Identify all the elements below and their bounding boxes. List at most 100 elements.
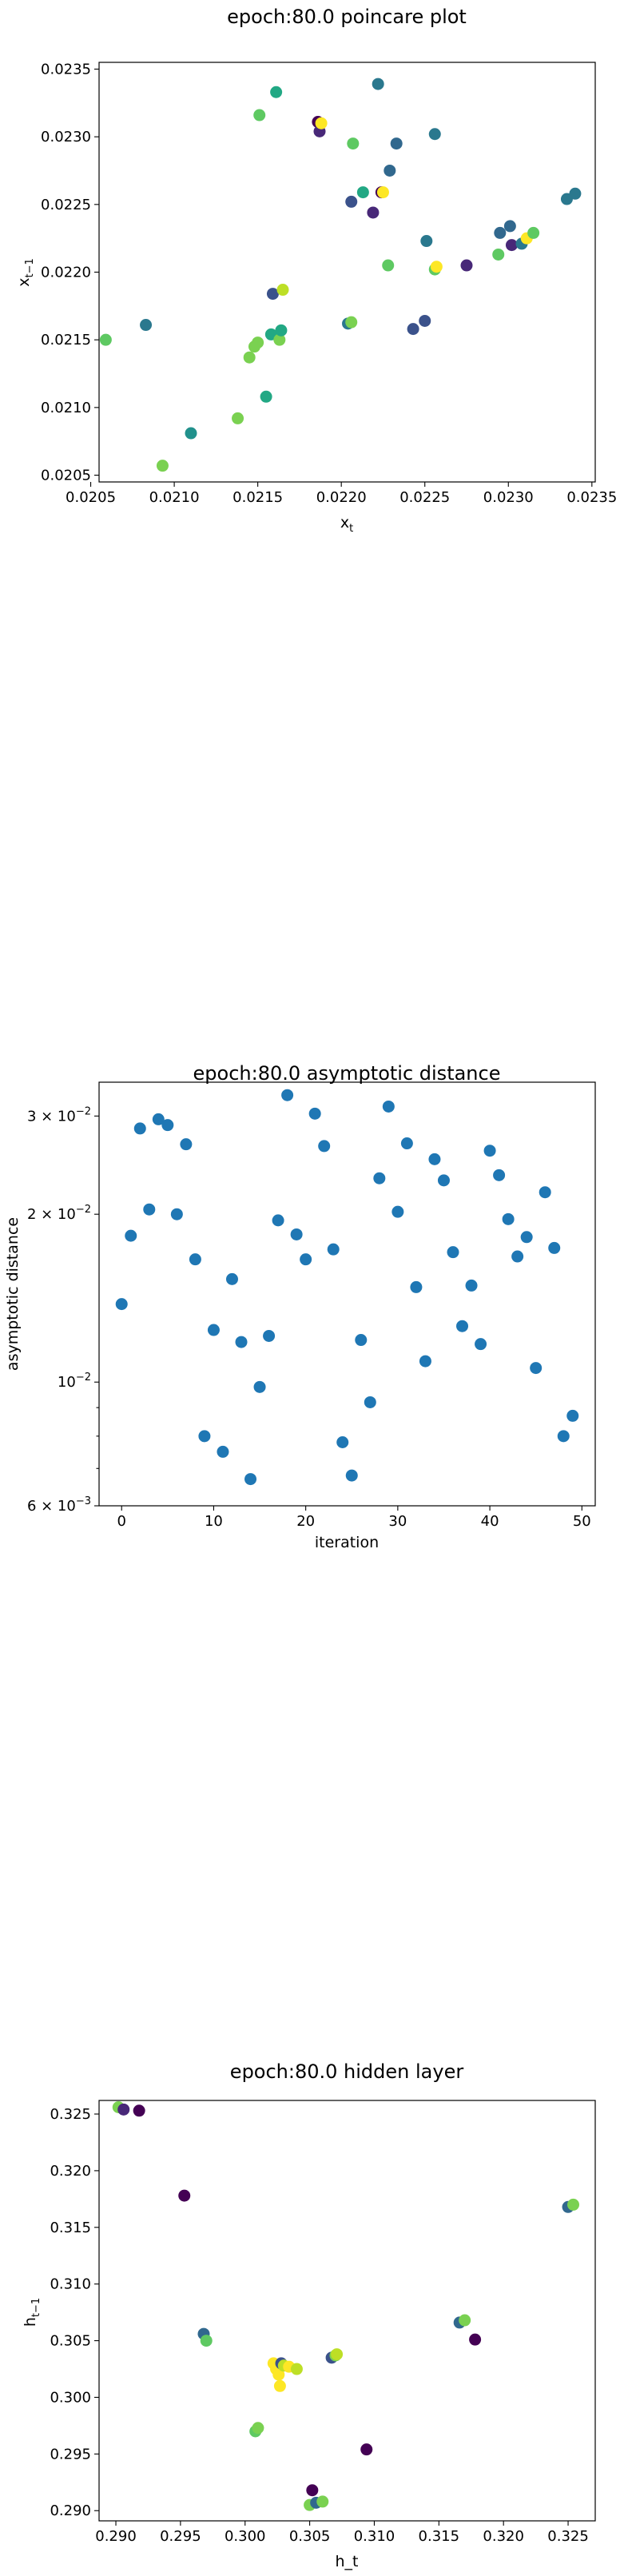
asymptotic-point bbox=[493, 1169, 506, 1181]
poincare-point bbox=[185, 427, 197, 440]
hidden-layer-point bbox=[469, 2333, 482, 2346]
poincare-point bbox=[315, 117, 328, 129]
asymptotic-ylabel: asymptotic distance bbox=[4, 1217, 22, 1371]
poincare-point bbox=[372, 78, 384, 90]
hidden-layer-point bbox=[178, 2189, 191, 2202]
hidden-layer-point bbox=[567, 2198, 580, 2211]
poincare-xtick-label: 0.0215 bbox=[233, 489, 283, 506]
asymptotic-point bbox=[456, 1320, 469, 1332]
asymptotic-distance-chart: epoch:80.0 asymptotic distance 0 10 20 30 40… bbox=[4, 1062, 596, 1551]
asymptotic-point bbox=[382, 1100, 395, 1113]
poincare-point bbox=[345, 195, 358, 208]
poincare-ytick-label: 0.0235 bbox=[41, 61, 91, 78]
hidden-layer-xlabel: h_t bbox=[336, 2553, 359, 2570]
hidden-layer-point bbox=[360, 2443, 373, 2456]
asymptotic-ytick-label: 6 × 10−3 bbox=[27, 1495, 91, 1515]
hidden-layer-point bbox=[252, 2422, 264, 2435]
hidden-layer-point bbox=[133, 2104, 145, 2117]
hidden-layer-point bbox=[290, 2363, 303, 2375]
poincare-xtick-label: 0.0210 bbox=[149, 489, 200, 506]
asymptotic-point bbox=[548, 1241, 561, 1254]
hidden-layer-xtick-label: 0.290 bbox=[95, 2528, 137, 2545]
asymptotic-point bbox=[318, 1140, 331, 1153]
poincare-ytick-label: 0.0205 bbox=[41, 468, 91, 484]
poincare-point bbox=[492, 248, 505, 261]
asymptotic-xtick-label: 20 bbox=[296, 1513, 315, 1530]
asymptotic-point bbox=[244, 1473, 257, 1486]
poincare-chart: epoch:80.0 poincare plot 0.0205 0.0210 0.0… bbox=[15, 6, 617, 535]
poincare-point bbox=[345, 316, 358, 328]
hidden-layer-point bbox=[306, 2484, 319, 2497]
asymptotic-point bbox=[410, 1280, 423, 1293]
poincare-point bbox=[273, 333, 286, 346]
asymptotic-ytick-label: 10−2 bbox=[58, 1372, 91, 1391]
asymptotic-point bbox=[300, 1253, 312, 1266]
hidden-layer-point bbox=[272, 2368, 285, 2381]
poincare-ytick-label: 0.0225 bbox=[41, 197, 91, 213]
hidden-layer-xtick-label: 0.325 bbox=[547, 2528, 589, 2545]
poincare-point bbox=[503, 220, 516, 233]
poincare-point bbox=[260, 390, 272, 403]
asymptotic-point bbox=[400, 1137, 413, 1150]
poincare-point bbox=[390, 137, 403, 150]
asymptotic-point bbox=[133, 1122, 146, 1135]
hidden-layer-xtick-label: 0.295 bbox=[160, 2528, 201, 2545]
poincare-xtick-label: 0.0225 bbox=[399, 489, 450, 506]
asymptotic-point bbox=[475, 1338, 487, 1351]
hidden-layer-ytick-label: 0.310 bbox=[50, 2276, 91, 2293]
asymptotic-point bbox=[520, 1231, 533, 1244]
asymptotic-point bbox=[391, 1205, 404, 1218]
asymptotic-point bbox=[263, 1329, 276, 1342]
hidden-layer-xtick-label: 0.305 bbox=[289, 2528, 331, 2545]
poincare-ytick-label: 0.0210 bbox=[41, 400, 91, 416]
asymptotic-point bbox=[327, 1243, 340, 1256]
poincare-title: epoch:80.0 poincare plot bbox=[227, 6, 467, 28]
poincare-point bbox=[276, 284, 289, 297]
poincare-point bbox=[460, 259, 473, 272]
poincare-point bbox=[407, 323, 419, 336]
poincare-point bbox=[494, 226, 507, 239]
asymptotic-title: epoch:80.0 asymptotic distance bbox=[193, 1062, 501, 1085]
hidden-layer-plot-area bbox=[98, 2100, 596, 2522]
hidden-layer-point bbox=[273, 2379, 286, 2392]
poincare-point bbox=[419, 314, 431, 327]
asymptotic-point bbox=[207, 1324, 220, 1336]
hidden-layer-point bbox=[331, 2348, 344, 2361]
hidden-layer-chart: epoch:80.0 hidden layer 0.290 0.295 0.300 0… bbox=[22, 2060, 596, 2570]
hidden-layer-ytick-label: 0.305 bbox=[50, 2333, 91, 2350]
asymptotic-xtick-label: 50 bbox=[573, 1513, 591, 1530]
asymptotic-point bbox=[308, 1107, 321, 1120]
poincare-point bbox=[347, 137, 360, 150]
hidden-layer-point bbox=[316, 2495, 329, 2508]
hidden-layer-ytick-label: 0.295 bbox=[50, 2446, 91, 2463]
asymptotic-point bbox=[336, 1436, 349, 1449]
poincare-xtick-label: 0.0235 bbox=[566, 489, 617, 506]
poincare-point bbox=[430, 261, 443, 273]
poincare-xtick-label: 0.0220 bbox=[316, 489, 367, 506]
asymptotic-point bbox=[530, 1362, 543, 1375]
asymptotic-point bbox=[373, 1172, 386, 1184]
poincare-xtick-label: 0.0230 bbox=[483, 489, 534, 506]
asymptotic-xtick-label: 0 bbox=[117, 1513, 126, 1530]
asymptotic-point bbox=[557, 1430, 570, 1443]
hidden-layer-xtick-label: 0.320 bbox=[483, 2528, 524, 2545]
hidden-layer-point bbox=[200, 2335, 213, 2347]
asymptotic-ytick-label: 3 × 10−2 bbox=[27, 1105, 91, 1125]
asymptotic-point bbox=[539, 1186, 551, 1199]
asymptotic-point bbox=[217, 1445, 229, 1458]
hidden-layer-xtick-label: 0.310 bbox=[354, 2528, 395, 2545]
asymptotic-point bbox=[170, 1208, 183, 1220]
asymptotic-point bbox=[566, 1409, 579, 1422]
poincare-plot-area bbox=[98, 62, 596, 483]
asymptotic-point bbox=[345, 1469, 358, 1482]
poincare-point bbox=[505, 239, 518, 252]
poincare-point bbox=[384, 164, 396, 177]
hidden-layer-title: epoch:80.0 hidden layer bbox=[230, 2060, 464, 2083]
asymptotic-point bbox=[115, 1298, 128, 1311]
hidden-layer-ytick-label: 0.315 bbox=[50, 2220, 91, 2236]
asymptotic-point bbox=[447, 1246, 459, 1259]
asymptotic-xlabel: iteration bbox=[315, 1534, 379, 1551]
asymptotic-point bbox=[143, 1203, 156, 1216]
asymptotic-point bbox=[225, 1272, 238, 1285]
